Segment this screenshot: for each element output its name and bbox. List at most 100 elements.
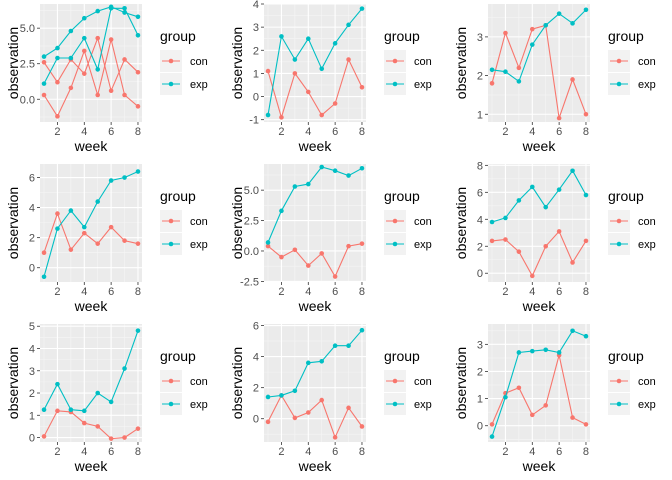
legend-title: group (384, 348, 420, 364)
data-point-con (489, 422, 495, 427)
data-point-exp (556, 350, 562, 355)
data-point-con (292, 71, 298, 76)
panel-background (264, 164, 366, 282)
y-axis-title: observation (453, 27, 469, 99)
series-line-exp (267, 8, 363, 116)
data-point-con (41, 434, 47, 439)
legend-title: group (160, 188, 196, 204)
legend-label-exp: exp (414, 79, 432, 91)
y-tick-label: 0 (29, 433, 35, 445)
y-tick-label: 0 (477, 421, 483, 433)
data-point-exp (332, 168, 338, 173)
data-point-con (305, 89, 311, 95)
y-axis-title: observation (5, 187, 21, 259)
x-tick-label: 6 (332, 286, 338, 298)
data-point-con (489, 81, 495, 86)
y-tick-label: 6 (253, 321, 259, 333)
y-tick-label: 3 (477, 32, 483, 44)
data-point-con (543, 403, 549, 408)
data-point-con (122, 57, 127, 62)
legend-title: group (608, 28, 644, 44)
legend-title: group (160, 348, 196, 364)
data-point-con (122, 92, 127, 98)
data-point-con (81, 230, 87, 236)
x-tick-label: 6 (108, 446, 114, 458)
data-point-con (292, 247, 298, 253)
data-point-exp (95, 67, 101, 72)
y-tick-label: 2 (253, 383, 259, 395)
data-point-exp (292, 184, 298, 189)
x-tick-label: 4 (305, 286, 311, 298)
x-tick-label: 8 (135, 126, 141, 138)
data-point-exp (41, 274, 47, 280)
data-point-con (68, 247, 74, 252)
data-point-exp (81, 224, 87, 230)
data-point-con (319, 397, 325, 403)
series-line-con (267, 57, 363, 120)
legend-point-exp (168, 81, 174, 87)
data-point-exp (41, 81, 47, 86)
data-point-exp (503, 394, 508, 400)
series-line-exp (43, 330, 139, 412)
x-axis-title: week (298, 138, 333, 154)
legend-point-con (616, 58, 622, 64)
data-point-con (529, 412, 535, 418)
series-line-con (491, 24, 587, 119)
series-line-exp (43, 6, 139, 58)
data-point-exp (95, 8, 101, 14)
data-point-con (95, 241, 101, 246)
legend-label-con: con (190, 216, 208, 228)
data-point-exp (41, 54, 47, 59)
data-point-con (68, 85, 74, 91)
data-point-exp (135, 328, 141, 333)
data-point-exp (346, 173, 351, 178)
y-tick-label: 0 (253, 414, 259, 426)
y-axis-title: observation (5, 347, 21, 419)
chart-facet-1: 2 4 6 8 0.0 2.5 5.0 week observation group con exp (5, 4, 208, 154)
data-point-exp (489, 434, 495, 439)
data-point-con (305, 263, 311, 268)
y-tick-label: 5 (29, 321, 35, 333)
data-point-con (570, 77, 575, 82)
legend-label-exp: exp (414, 399, 432, 411)
data-point-con (503, 237, 508, 242)
data-point-exp (516, 350, 522, 355)
legend-point-con (168, 218, 174, 224)
data-point-exp (55, 226, 60, 231)
data-point-con (279, 115, 284, 120)
chart-facet-5: 2 4 6 8 -2.5 0.0 2.5 5.0 week observation group con… (229, 164, 432, 314)
x-axis-title: week (522, 138, 557, 154)
data-point-exp (81, 408, 87, 414)
data-point-exp (529, 42, 535, 47)
x-tick-label: 2 (54, 446, 60, 458)
legend-label-con: con (638, 376, 656, 388)
data-point-con (556, 115, 562, 121)
x-tick-label: 2 (278, 446, 284, 458)
x-axis-title: week (298, 298, 333, 314)
data-point-exp (529, 348, 535, 354)
data-point-con (41, 250, 47, 255)
series-line-con (491, 355, 587, 425)
data-point-con (319, 112, 325, 118)
y-tick-label: 4 (29, 203, 35, 215)
data-point-exp (516, 79, 522, 84)
legend-label-exp: exp (638, 79, 656, 91)
data-point-con (265, 68, 271, 74)
data-point-con (503, 30, 508, 36)
legend-label-con: con (414, 376, 432, 388)
data-point-exp (81, 35, 87, 41)
x-axis-title: week (74, 458, 109, 474)
data-point-con (95, 35, 101, 41)
data-point-con (108, 37, 114, 42)
legend-label-exp: exp (190, 79, 208, 91)
data-point-exp (529, 184, 535, 190)
data-point-con (81, 420, 87, 426)
data-point-exp (279, 34, 284, 39)
data-point-exp (108, 178, 114, 183)
data-point-con (41, 92, 47, 98)
legend-label-exp: exp (414, 239, 432, 251)
data-point-con (108, 88, 114, 94)
chart-facet-6: 2 4 6 8 0 2 4 6 8 week observation group con exp (453, 160, 656, 314)
y-tick-label: 2 (253, 45, 259, 57)
